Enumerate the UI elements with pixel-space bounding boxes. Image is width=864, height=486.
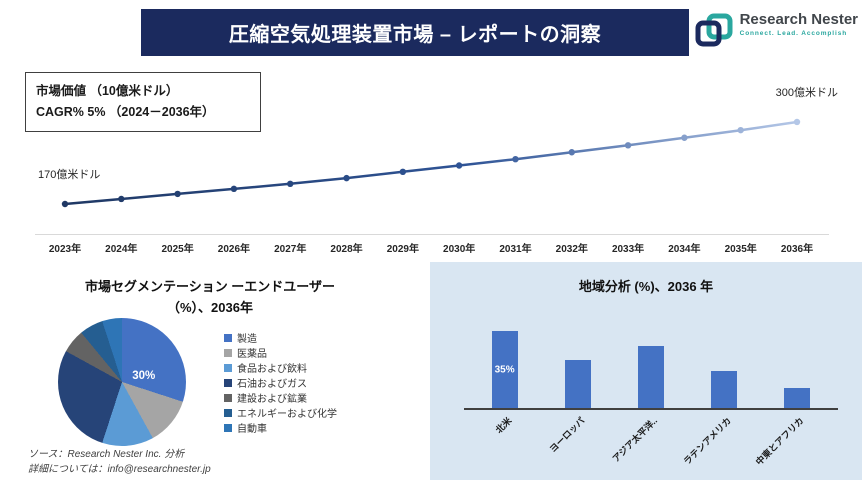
footer-notes: ソース：Research Nester Inc. 分析 詳細については：info… (28, 447, 211, 477)
bar-category-label: ヨーロッパ (547, 415, 587, 455)
legend-swatch (224, 348, 232, 357)
line-data-point (793, 118, 801, 126)
report-title-bar: 圧縮空気処理装置市場 – レポートの洞察 (141, 9, 689, 56)
bar-cell: 35% 北米 (468, 320, 541, 435)
line-chart-year-axis: 2023年 2024年 2025年 2026年 2027年 2028年 2029年 2030年… (35, 234, 829, 255)
bar: 35% (491, 331, 518, 408)
bar-data-label: 35% (494, 364, 515, 375)
pie-chart-title: 市場セグメンテーション ーエンドユーザー （%）、2036年 (30, 276, 390, 318)
legend-item: 医薬品 (224, 345, 337, 360)
bar-category-label: 北米 (493, 415, 514, 436)
brand-logo: Research Nester Connect. Lead. Accomplis… (694, 12, 858, 48)
line-data-point (455, 162, 463, 169)
page-title: 圧縮空気処理装置市場 – レポートの洞察 (228, 24, 602, 46)
line-start-value-label: 170億米ドル (38, 169, 101, 181)
pie-title-line1: 市場セグメンテーション ーエンドユーザー (84, 279, 336, 294)
line-data-point (568, 149, 575, 156)
line-data-point (230, 185, 238, 193)
year-tick-label: 2025年 (161, 244, 194, 255)
legend-label: 食品および飲料 (237, 364, 307, 375)
pie-legend: 製造医薬品食品および飲料 石油およびガス 建設および鉱業エネルギーおよび化学 自動車 (224, 330, 337, 435)
year-tick-label: 2029年 (386, 244, 419, 255)
brand-text: Research Nester Connect. Lead. Accomplis… (739, 11, 858, 38)
legend-label: エネルギーおよび化学 (237, 409, 337, 420)
pie-title-line2: （%）、2036年 (167, 300, 253, 315)
legend-swatch (224, 408, 232, 417)
year-tick-label: 2034年 (668, 244, 701, 255)
legend-label: 建設および鉱業 (237, 394, 307, 405)
brand-name: Research Nester (739, 11, 858, 28)
legend-item: 建設および鉱業 (224, 390, 337, 405)
bar-category-label: ラテンアメリカ (681, 415, 733, 467)
contact-note: 詳細については：info@researchnester.jp (28, 464, 211, 475)
regional-analysis-panel: 地域分析 (%)、2036 年 35% 北米 ヨーロッパ アジア太平洋.. ラテンアメリ… (430, 262, 862, 480)
line-data-point (681, 134, 688, 141)
pie-slice-label: 30% (132, 370, 156, 383)
legend-item: 製造 (224, 330, 337, 345)
line-end-value-label: 300億米ドル (775, 87, 838, 99)
line-data-point (512, 155, 519, 163)
regional-bar-chart: 35% 北米 ヨーロッパ アジア太平洋.. ラテンアメリカ 中東とアフリカ (468, 320, 834, 467)
bar (564, 359, 591, 408)
year-tick-label: 2036年 (780, 244, 814, 255)
line-data-point (399, 168, 407, 176)
legend-swatch (224, 363, 232, 372)
year-tick-label: 2026年 (217, 244, 251, 255)
legend-item: 自動車 (224, 420, 337, 435)
legend-item: 石油およびガス (224, 375, 337, 390)
year-tick-label: 2032年 (555, 244, 588, 255)
bar-cell: 中東とアフリカ (754, 320, 834, 467)
source-note: ソース：Research Nester Inc. 分析 (28, 449, 185, 460)
line-data-point (174, 190, 181, 198)
legend-swatch (224, 333, 232, 342)
bar (711, 370, 738, 408)
bar-cell: アジア太平洋.. (611, 320, 687, 464)
brand-tagline: Connect. Lead. Accomplish (739, 30, 848, 37)
cagr-label: CAGR% 5% （2024－2036年） (36, 105, 215, 119)
legend-label: 製造 (237, 334, 257, 345)
legend-item: エネルギーおよび化学 (224, 405, 337, 420)
year-tick-label: 2035年 (724, 244, 757, 255)
year-tick-label: 2030年 (443, 244, 476, 255)
bar-chart-axis-line (464, 408, 838, 410)
bar-category-label: アジア太平洋.. (610, 415, 660, 464)
bar (638, 346, 664, 408)
legend-item: 食品および飲料 (224, 360, 337, 375)
bar-category-label: 中東とアフリカ (754, 415, 806, 468)
legend-label: 医薬品 (237, 349, 267, 360)
end-user-pie-chart: 30% (58, 318, 186, 446)
year-tick-label: 2023年 (48, 244, 82, 255)
year-tick-label: 2033年 (611, 244, 645, 255)
legend-swatch (224, 378, 232, 387)
year-tick-label: 2028年 (330, 244, 363, 255)
bar-cell: ヨーロッパ (541, 320, 614, 454)
line-data-point (624, 142, 632, 149)
line-data-point (343, 174, 350, 182)
line-data-point (61, 200, 69, 208)
bar-cell: ラテンアメリカ (681, 320, 761, 467)
legend-label: 石油およびガス (237, 379, 307, 390)
legend-label: 自動車 (237, 424, 267, 435)
research-nester-logo-icon (695, 13, 733, 47)
line-data-point (287, 180, 294, 188)
bar (784, 388, 811, 408)
year-tick-label: 2024年 (105, 244, 138, 255)
year-tick-label: 2031年 (499, 244, 532, 255)
legend-swatch (224, 393, 232, 402)
market-value-label: 市場価値 （10億米ドル） (36, 84, 179, 98)
line-data-point (737, 126, 744, 134)
line-data-point (118, 195, 125, 203)
regional-analysis-title: 地域分析 (%)、2036 年 (578, 279, 714, 294)
market-value-box: 市場価値 （10億米ドル） CAGR% 5% （2024－2036年） (25, 72, 261, 132)
year-tick-label: 2027年 (274, 244, 307, 255)
legend-swatch (224, 423, 232, 432)
market-value-line-chart (61, 118, 801, 208)
